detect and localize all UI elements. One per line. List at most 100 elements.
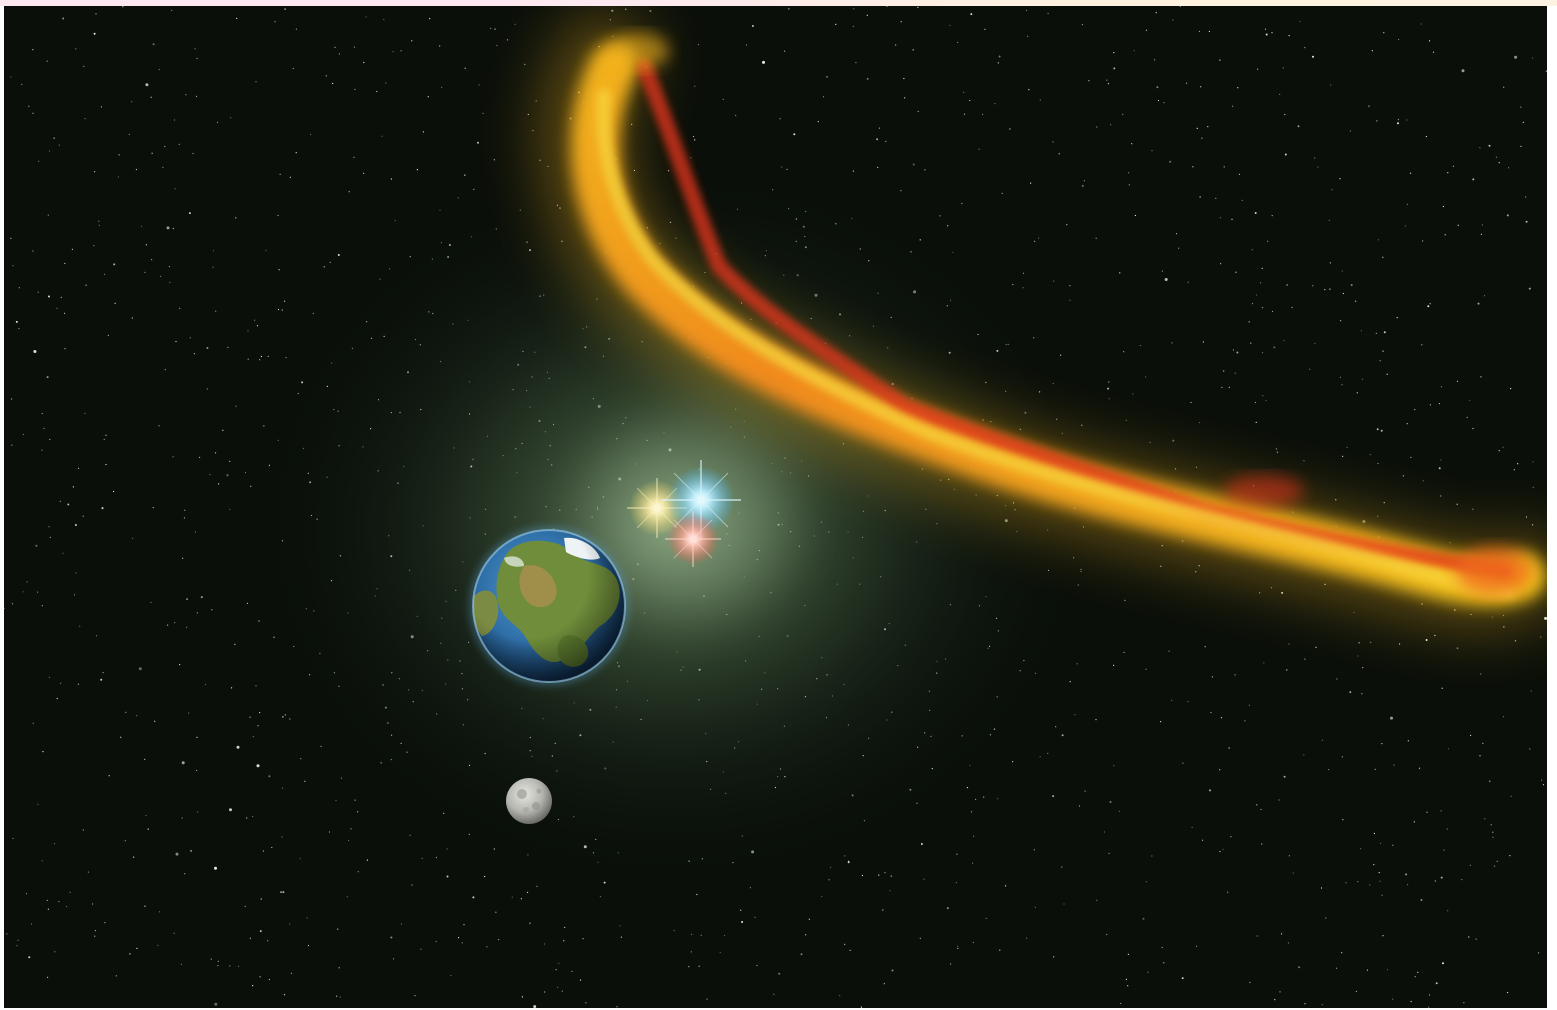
background-star <box>332 82 334 85</box>
background-star <box>484 875 486 878</box>
background-star <box>138 667 142 671</box>
background-star <box>171 9 173 11</box>
background-star <box>25 893 28 895</box>
background-star <box>1251 249 1253 251</box>
background-star <box>1392 998 1394 1000</box>
background-star <box>1461 69 1465 73</box>
background-star <box>1312 285 1314 287</box>
background-star <box>805 934 807 936</box>
background-star <box>1081 24 1083 26</box>
background-star <box>124 840 126 842</box>
background-star <box>58 900 60 903</box>
background-star <box>1034 240 1036 242</box>
background-star <box>1492 836 1494 838</box>
background-star <box>1145 881 1147 883</box>
background-star <box>1520 145 1522 147</box>
background-star <box>136 715 138 717</box>
background-star <box>312 312 314 314</box>
top-strip <box>0 0 1557 6</box>
background-star <box>73 594 76 596</box>
background-star <box>46 60 48 62</box>
background-star <box>1237 87 1239 89</box>
background-star <box>889 890 891 892</box>
background-star <box>1297 125 1300 128</box>
background-star <box>235 405 237 407</box>
background-star <box>1256 935 1258 937</box>
background-star <box>1223 370 1225 372</box>
background-star <box>328 831 331 833</box>
background-star <box>1475 938 1477 940</box>
background-star <box>11 603 14 605</box>
background-star <box>1427 305 1430 308</box>
background-star <box>238 965 240 968</box>
background-star <box>114 302 116 304</box>
background-star <box>1525 220 1528 223</box>
background-star <box>1392 844 1394 846</box>
background-star <box>1034 906 1036 909</box>
background-star <box>214 1002 218 1006</box>
background-star <box>246 602 249 604</box>
background-star <box>1422 240 1424 242</box>
background-star <box>1256 804 1258 806</box>
background-star <box>1288 35 1290 37</box>
background-star <box>94 171 96 173</box>
background-star <box>1052 795 1055 798</box>
background-star <box>18 287 20 289</box>
background-star <box>1210 711 1212 714</box>
background-star <box>131 317 133 319</box>
background-star <box>1078 805 1081 807</box>
background-star <box>47 908 50 910</box>
background-star <box>267 940 269 942</box>
background-star <box>41 412 43 415</box>
background-star <box>212 266 214 268</box>
background-star <box>136 947 138 950</box>
background-star <box>963 91 965 93</box>
background-star <box>6 933 8 935</box>
background-star <box>195 95 198 97</box>
background-star <box>1525 196 1527 198</box>
background-star <box>95 635 98 637</box>
background-star <box>494 28 496 30</box>
background-star <box>157 944 159 947</box>
background-star <box>84 412 86 415</box>
background-star <box>135 168 137 171</box>
background-star <box>279 173 281 175</box>
background-star <box>1488 144 1491 147</box>
background-star <box>619 925 621 927</box>
background-star <box>1172 19 1174 21</box>
background-star <box>1405 873 1408 876</box>
background-star <box>12 265 14 267</box>
background-star <box>1303 754 1305 756</box>
background-star <box>1469 864 1471 867</box>
scene-canvas <box>4 6 1547 1008</box>
background-star <box>1502 716 1505 718</box>
background-star <box>411 40 413 42</box>
background-star <box>1434 880 1436 882</box>
background-star <box>262 850 264 852</box>
background-star <box>128 133 130 136</box>
background-star <box>212 250 215 252</box>
background-star <box>193 353 195 355</box>
background-star <box>122 6 124 8</box>
background-star <box>1074 714 1076 716</box>
background-star <box>173 932 175 934</box>
background-star <box>1163 962 1165 964</box>
background-star <box>1335 499 1337 501</box>
background-star <box>158 425 160 427</box>
background-star <box>852 25 854 27</box>
background-star <box>1440 495 1442 497</box>
background-star <box>199 456 201 458</box>
background-star <box>348 191 350 193</box>
background-star <box>1452 165 1454 167</box>
background-star <box>1026 9 1028 11</box>
background-star <box>890 875 892 877</box>
background-star <box>1393 764 1395 766</box>
background-star <box>1456 380 1459 382</box>
background-star <box>1522 121 1524 123</box>
background-star <box>1222 848 1224 850</box>
background-star <box>1232 105 1234 107</box>
triple-star-system <box>599 421 789 611</box>
background-star <box>1223 166 1225 168</box>
background-star <box>786 168 788 170</box>
background-star <box>100 678 103 681</box>
